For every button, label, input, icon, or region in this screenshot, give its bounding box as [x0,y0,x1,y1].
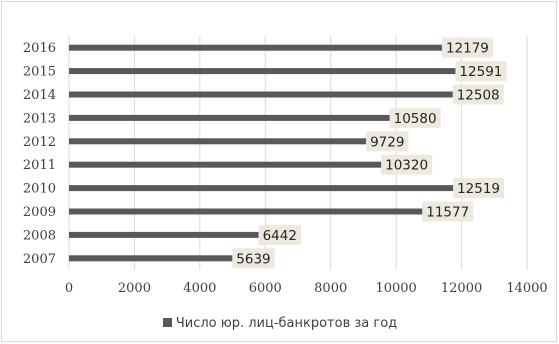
category-label: 2013 [23,111,56,126]
bar [69,208,448,215]
x-tick-label: 6000 [249,281,282,296]
data-labels: 12179 12591 12508 10580 9729 10320 12519 11577 6… [232,37,507,269]
data-label-background [366,131,409,152]
data-label: 6442 [263,228,297,244]
data-label: 10320 [385,158,428,174]
category-label: 2011 [23,158,56,173]
x-tick-label: 2000 [118,281,151,296]
category-label: 2009 [23,205,56,220]
data-label-background [389,107,441,128]
legend: Число юр. лиц-банкротов за год [2,316,558,331]
category-label: 2016 [23,41,56,56]
data-label: 10580 [394,111,437,127]
data-label: 11577 [426,205,469,221]
category-label: 2012 [23,135,56,150]
x-tick-label: 10000 [375,281,416,296]
legend-label: Число юр. лиц-банкротов за год [175,316,398,331]
data-label: 5639 [236,251,270,267]
x-tick-label: 12000 [441,281,482,296]
bars [69,44,481,262]
data-label-background [422,201,474,222]
data-label: 12519 [457,181,500,197]
data-label: 9729 [370,134,404,150]
data-label-background [452,84,504,105]
x-tick-label: 8000 [314,281,347,296]
data-label-background [232,248,275,269]
category-label: 2014 [23,88,56,103]
bar [69,138,388,145]
data-label: 12591 [459,64,502,80]
bar [69,68,481,75]
category-label: 2008 [23,228,56,243]
bar [69,185,479,192]
data-label-background [441,37,493,58]
category-label: 2010 [23,182,56,197]
data-label-background [455,61,507,82]
bar [69,161,407,168]
bar [69,91,479,98]
legend-swatch [162,318,172,327]
data-label: 12508 [457,88,500,104]
data-label-background [453,178,505,199]
x-tick-labels: 0 2000 4000 6000 8000 10000 12000 14000 [65,281,548,296]
bar [69,231,280,238]
category-label: 2015 [23,65,56,80]
bar [69,114,416,121]
x-tick-label: 14000 [506,281,547,296]
data-label: 12179 [446,41,489,57]
bar [69,255,254,262]
data-label-background [381,154,433,175]
x-tick-label: 4000 [183,281,216,296]
x-tick-label: 0 [65,281,73,296]
bar [69,44,468,51]
data-label-background [258,224,301,245]
category-label: 2007 [23,252,56,267]
category-labels: 2016 2015 2014 2013 2012 2011 2010 2009 2008 2007 [23,41,56,267]
